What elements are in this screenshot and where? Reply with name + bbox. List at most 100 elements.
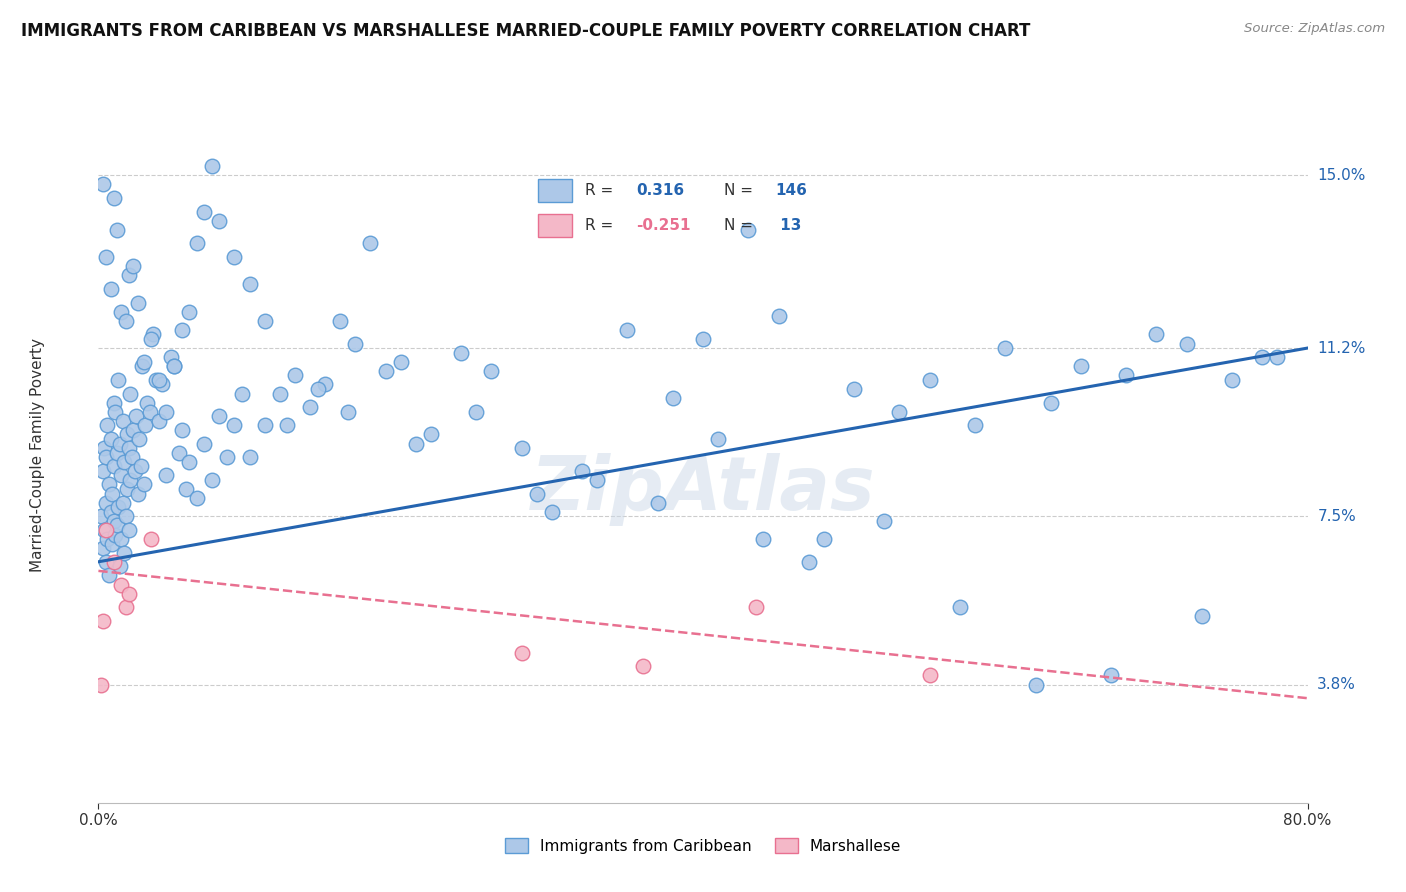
Immigrants from Caribbean — [481, 364, 503, 378]
Immigrants from Caribbean — [142, 327, 165, 342]
Immigrants from Caribbean — [155, 468, 177, 483]
Immigrants from Caribbean — [93, 523, 115, 537]
Immigrants from Caribbean — [105, 223, 128, 237]
Marshallese — [510, 646, 533, 660]
Immigrants from Caribbean — [104, 405, 127, 419]
Immigrants from Caribbean — [94, 250, 117, 264]
Immigrants from Caribbean — [374, 364, 396, 378]
Immigrants from Caribbean — [692, 332, 714, 346]
Immigrants from Caribbean — [112, 455, 135, 469]
Immigrants from Caribbean — [120, 473, 142, 487]
Immigrants from Caribbean — [112, 546, 135, 560]
Text: IMMIGRANTS FROM CARIBBEAN VS MARSHALLESE MARRIED-COUPLE FAMILY POVERTY CORRELATI: IMMIGRANTS FROM CARIBBEAN VS MARSHALLESE… — [21, 22, 1031, 40]
Immigrants from Caribbean — [813, 532, 835, 546]
Marshallese — [110, 577, 132, 591]
Immigrants from Caribbean — [170, 423, 193, 437]
Immigrants from Caribbean — [193, 204, 215, 219]
Immigrants from Caribbean — [103, 395, 125, 409]
Immigrants from Caribbean — [120, 386, 142, 401]
Immigrants from Caribbean — [269, 386, 291, 401]
Immigrants from Caribbean — [193, 436, 215, 450]
Immigrants from Caribbean — [98, 568, 121, 582]
Immigrants from Caribbean — [155, 405, 177, 419]
Immigrants from Caribbean — [132, 477, 155, 491]
Immigrants from Caribbean — [103, 191, 125, 205]
Immigrants from Caribbean — [208, 409, 231, 424]
Immigrants from Caribbean — [100, 432, 122, 446]
Immigrants from Caribbean — [174, 482, 197, 496]
Immigrants from Caribbean — [768, 310, 790, 324]
Immigrants from Caribbean — [1099, 668, 1122, 682]
Text: 11.2%: 11.2% — [1317, 341, 1365, 356]
Immigrants from Caribbean — [115, 482, 138, 496]
Immigrants from Caribbean — [108, 559, 131, 574]
Immigrants from Caribbean — [98, 477, 121, 491]
Immigrants from Caribbean — [118, 441, 141, 455]
Immigrants from Caribbean — [148, 414, 170, 428]
Immigrants from Caribbean — [103, 514, 125, 528]
Immigrants from Caribbean — [1115, 368, 1137, 383]
Immigrants from Caribbean — [450, 345, 472, 359]
Immigrants from Caribbean — [239, 450, 262, 465]
Immigrants from Caribbean — [100, 505, 122, 519]
Immigrants from Caribbean — [201, 159, 224, 173]
Immigrants from Caribbean — [526, 486, 548, 500]
Immigrants from Caribbean — [135, 395, 157, 409]
Immigrants from Caribbean — [873, 514, 896, 528]
Immigrants from Caribbean — [91, 464, 114, 478]
Immigrants from Caribbean — [104, 527, 127, 541]
Immigrants from Caribbean — [276, 418, 298, 433]
Immigrants from Caribbean — [299, 400, 322, 414]
Immigrants from Caribbean — [616, 323, 638, 337]
Immigrants from Caribbean — [1024, 677, 1046, 691]
Immigrants from Caribbean — [145, 373, 167, 387]
Immigrants from Caribbean — [224, 250, 246, 264]
Marshallese — [118, 586, 141, 600]
Immigrants from Caribbean — [405, 436, 427, 450]
Immigrants from Caribbean — [465, 405, 488, 419]
Text: Married-Couple Family Poverty: Married-Couple Family Poverty — [31, 338, 45, 572]
Immigrants from Caribbean — [586, 473, 609, 487]
Immigrants from Caribbean — [107, 373, 129, 387]
Immigrants from Caribbean — [94, 450, 117, 465]
Immigrants from Caribbean — [108, 436, 131, 450]
Marshallese — [103, 555, 125, 569]
Immigrants from Caribbean — [167, 445, 190, 459]
Immigrants from Caribbean — [224, 418, 246, 433]
Legend: Immigrants from Caribbean, Marshallese: Immigrants from Caribbean, Marshallese — [498, 830, 908, 862]
Immigrants from Caribbean — [170, 323, 193, 337]
Immigrants from Caribbean — [737, 223, 759, 237]
Marshallese — [114, 600, 136, 615]
Immigrants from Caribbean — [647, 496, 669, 510]
Immigrants from Caribbean — [844, 382, 866, 396]
Immigrants from Caribbean — [148, 373, 170, 387]
Text: 7.5%: 7.5% — [1317, 508, 1355, 524]
Immigrants from Caribbean — [125, 409, 148, 424]
Immigrants from Caribbean — [179, 455, 201, 469]
Immigrants from Caribbean — [1267, 350, 1289, 364]
Immigrants from Caribbean — [208, 213, 231, 227]
Immigrants from Caribbean — [571, 464, 593, 478]
Immigrants from Caribbean — [114, 314, 136, 328]
Marshallese — [141, 532, 163, 546]
Text: Source: ZipAtlas.com: Source: ZipAtlas.com — [1244, 22, 1385, 36]
Immigrants from Caribbean — [150, 377, 173, 392]
Immigrants from Caribbean — [114, 509, 136, 524]
Marshallese — [90, 677, 112, 691]
Immigrants from Caribbean — [111, 496, 134, 510]
Immigrants from Caribbean — [105, 518, 128, 533]
Immigrants from Caribbean — [1220, 373, 1243, 387]
Immigrants from Caribbean — [797, 555, 820, 569]
Immigrants from Caribbean — [231, 386, 253, 401]
Immigrants from Caribbean — [118, 523, 141, 537]
Immigrants from Caribbean — [389, 354, 412, 368]
Text: 3.8%: 3.8% — [1317, 677, 1357, 692]
Immigrants from Caribbean — [215, 450, 238, 465]
Immigrants from Caribbean — [707, 432, 730, 446]
Marshallese — [745, 600, 768, 615]
Immigrants from Caribbean — [540, 505, 562, 519]
Immigrants from Caribbean — [1070, 359, 1092, 374]
Immigrants from Caribbean — [91, 178, 114, 192]
Immigrants from Caribbean — [91, 541, 114, 556]
Immigrants from Caribbean — [360, 236, 382, 251]
